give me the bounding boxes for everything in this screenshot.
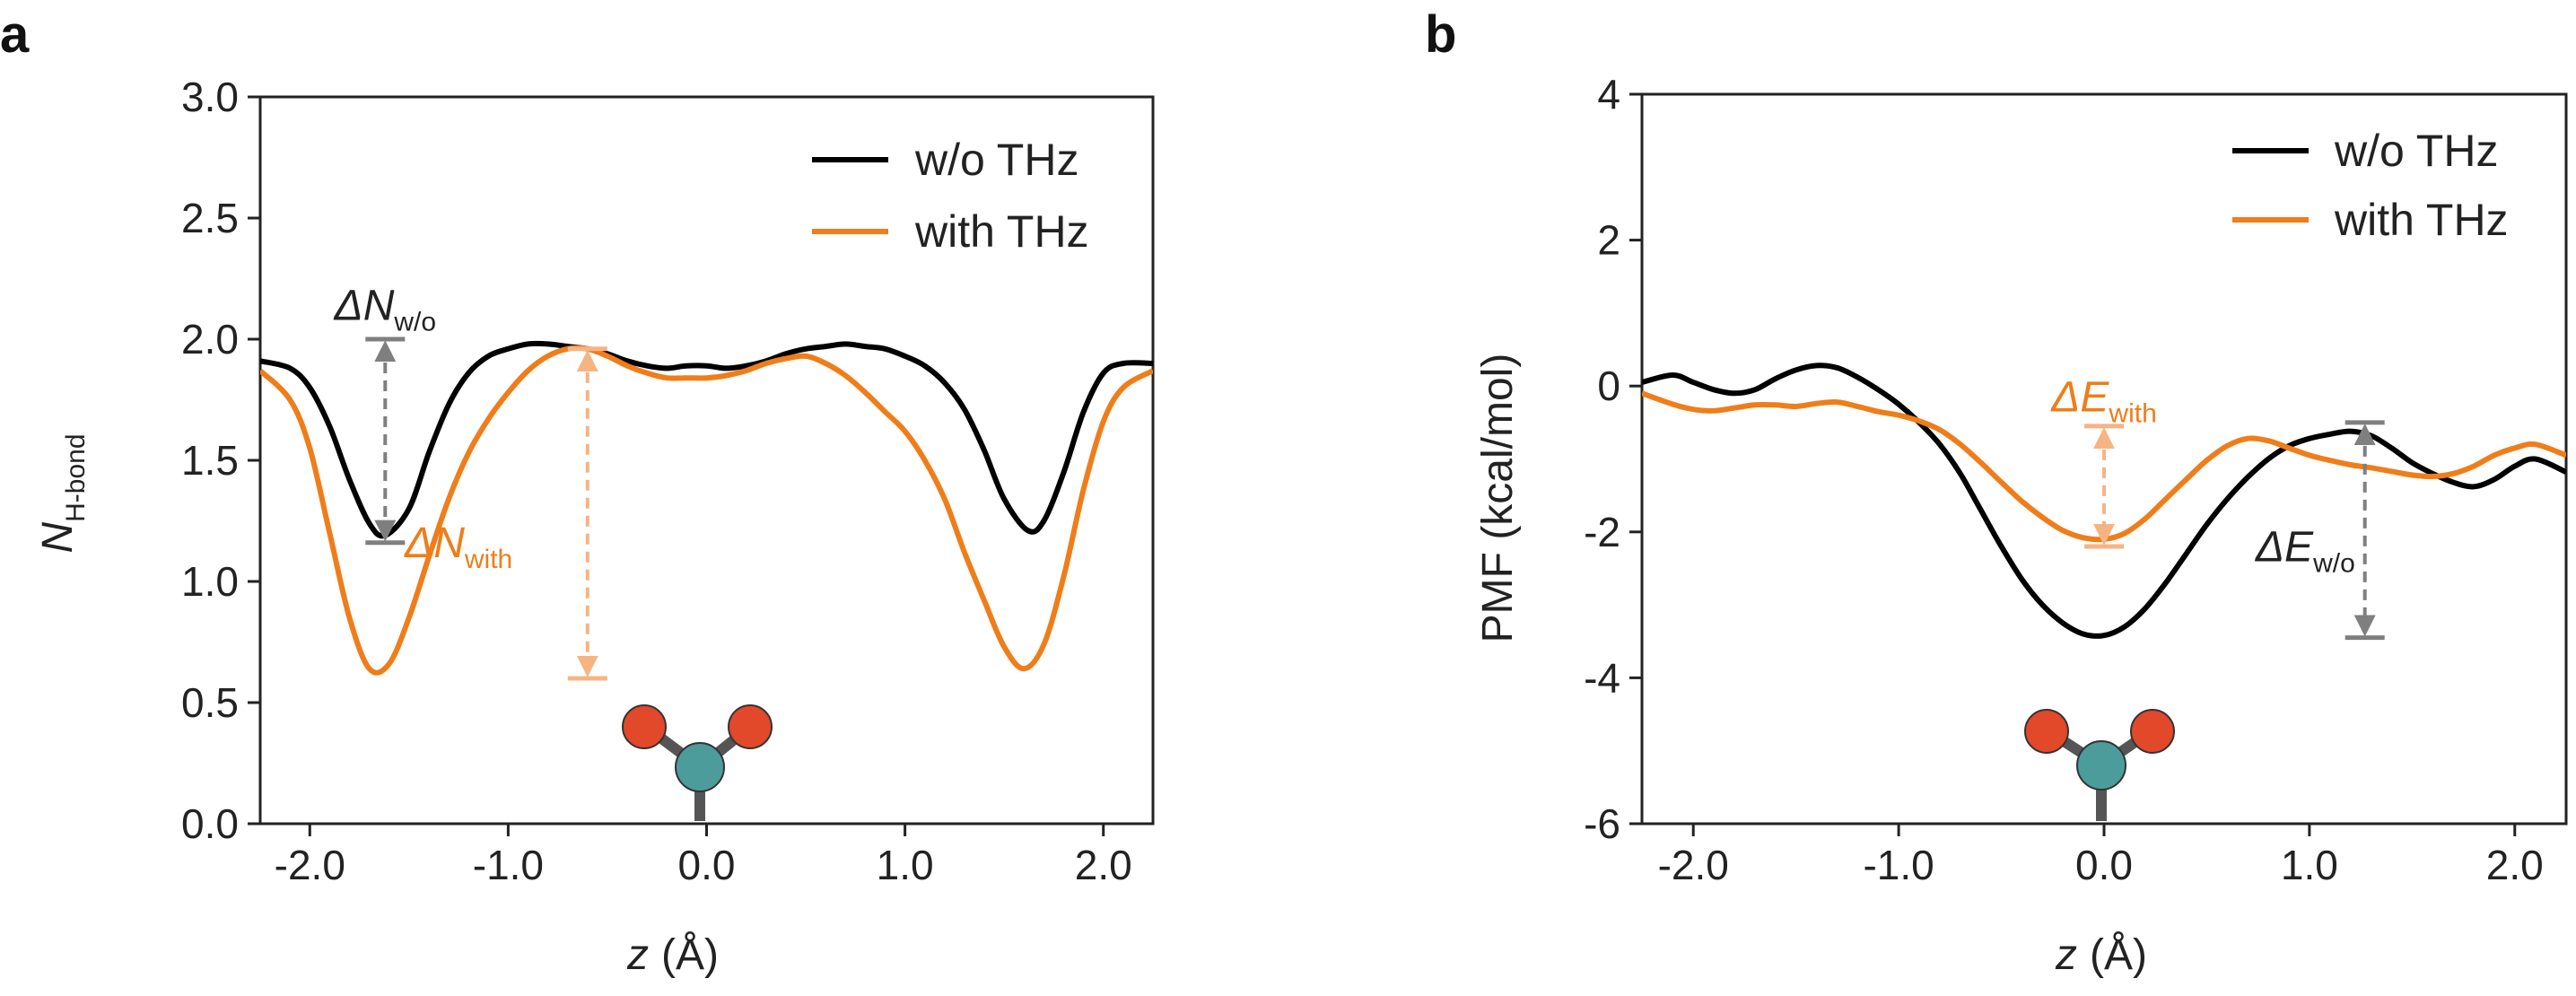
panel-a-x-axis-label-var: z bbox=[626, 931, 649, 979]
panel-b-x-axis-label-var: z bbox=[2055, 931, 2077, 979]
panel-a-series-group bbox=[260, 340, 1153, 676]
panel-a-oxygen-atom-left bbox=[622, 704, 667, 749]
panel-a-legend-label-wo: w/o THz bbox=[914, 135, 1078, 185]
panel-a-x-tick-label: -1.0 bbox=[473, 842, 544, 888]
panel-b-annotation-label-sub: with bbox=[2108, 399, 2156, 429]
panel-a-annotation-label: ΔNwith bbox=[404, 520, 512, 574]
panel-a-carbon-atom bbox=[675, 742, 725, 792]
panel-b-annotation-label: ΔEw/o bbox=[2255, 523, 2355, 578]
panel-b-series-wo-thz-line bbox=[1642, 363, 2566, 639]
panel-b-molecule-icon bbox=[2024, 709, 2175, 821]
panel-a-y-tick-label: 1.5 bbox=[181, 437, 239, 484]
panel-a-y-tick-label: 3.0 bbox=[181, 74, 239, 120]
panel-b-legend: w/o THz with THz bbox=[2232, 126, 2509, 245]
panel-a-annotation-label-sub: with bbox=[464, 545, 512, 574]
panel-b-annotation-label-main: ΔE bbox=[2050, 374, 2109, 422]
panel-a-series-with-thz-line bbox=[260, 345, 1153, 676]
panel-a-annotation-label-main: ΔN bbox=[404, 520, 465, 567]
panel-b-carbon-atom bbox=[2076, 740, 2126, 791]
panel-b-annotation-label: ΔEwith bbox=[2050, 374, 2157, 429]
panel-b-label: b bbox=[1425, 5, 1456, 64]
panel-a-x-axis-label: z (Å) bbox=[626, 931, 719, 979]
panel-a-series-wo-thz-line bbox=[260, 340, 1153, 539]
panel-b-y-tick-label: -2 bbox=[1584, 509, 1620, 555]
panel-a-molecule-icon bbox=[622, 704, 773, 821]
panel-b-x-tick-label: 0.0 bbox=[2075, 842, 2133, 888]
panel-b-annotation-label-sub: w/o bbox=[2312, 548, 2355, 578]
panel-a-label: a bbox=[0, 5, 30, 64]
panel-a-annotation-0: ΔNw/o bbox=[334, 282, 437, 546]
panel-a-annotation-label-sub: w/o bbox=[393, 307, 436, 336]
panel-a-y-axis-label: NH-bond bbox=[34, 433, 91, 553]
panel-a-y-tick-label: 2.0 bbox=[181, 316, 239, 363]
panel-b-y-axis-label: PMF (kcal/mol) bbox=[1474, 354, 1522, 643]
panel-a: a 0.0 0.5 1.0 1.5 2.0 2.5 3.0 -2.0 -1.0 0.0 1.0 2.0… bbox=[0, 5, 1155, 979]
panel-b-oxygen-atom-right bbox=[2130, 709, 2175, 754]
panel-b-y-tick-label: -4 bbox=[1584, 654, 1620, 701]
panel-b-y-tick-label: 4 bbox=[1597, 71, 1620, 118]
panel-b-y-tick-label: -6 bbox=[1584, 800, 1620, 847]
panel-a-y-axis-label-main: N bbox=[34, 522, 82, 554]
panel-b-y-tick-label: 2 bbox=[1597, 217, 1620, 264]
panel-a-y-tick-label: 1.0 bbox=[181, 558, 239, 605]
panel-b-legend-label-with: with THz bbox=[2334, 195, 2509, 245]
panel-b-x-tick-label: -2.0 bbox=[1658, 842, 1729, 888]
panel-a-annotation-label: ΔNw/o bbox=[334, 282, 437, 336]
panel-a-legend-label-with: with THz bbox=[914, 206, 1089, 257]
panel-a-x-tick-label: 0.0 bbox=[678, 842, 736, 888]
panel-b-x-tick-label: 1.0 bbox=[2281, 842, 2338, 888]
panel-a-plot-area: 0.0 0.5 1.0 1.5 2.0 2.5 3.0 -2.0 -1.0 0.0 1.0 2.0 ΔN… bbox=[181, 74, 1155, 888]
panel-b-annotation-1: ΔEw/o bbox=[2255, 420, 2385, 641]
panel-a-y-tick-label: 0.5 bbox=[181, 679, 239, 726]
panel-a-x-tick-label: -2.0 bbox=[275, 842, 345, 888]
panel-a-legend: w/o THz with THz bbox=[812, 135, 1089, 257]
panel-b-x-tick-label: 2.0 bbox=[2486, 842, 2544, 888]
panel-b-x-axis-label: z (Å) bbox=[2055, 931, 2147, 979]
panel-a-x-axis-label-unit: (Å) bbox=[661, 931, 719, 979]
panel-a-y-tick-label: 0.0 bbox=[181, 800, 239, 847]
panel-a-x-tick-label: 2.0 bbox=[1075, 842, 1132, 888]
panel-a-y-axis-label-sub: H-bond bbox=[61, 433, 91, 521]
panel-a-y-tick-label: 2.5 bbox=[181, 195, 239, 241]
panel-a-annotation-1: ΔNwith bbox=[404, 346, 607, 681]
panel-a-oxygen-atom-right bbox=[728, 704, 773, 749]
panel-b-annotation-0: ΔEwith bbox=[2050, 374, 2157, 549]
panel-b-legend-label-wo: w/o THz bbox=[2334, 126, 2498, 176]
panel-b-y-tick-label: 0 bbox=[1597, 363, 1620, 409]
panel-b-annotation-label-main: ΔE bbox=[2255, 523, 2314, 571]
panel-a-annotation-label-main: ΔN bbox=[334, 282, 395, 329]
panel-b-x-axis-label-unit: (Å) bbox=[2090, 931, 2147, 979]
panel-b-x-tick-label: -1.0 bbox=[1863, 842, 1934, 888]
panel-a-x-tick-label: 1.0 bbox=[877, 842, 934, 888]
panel-b-oxygen-atom-left bbox=[2024, 709, 2069, 754]
